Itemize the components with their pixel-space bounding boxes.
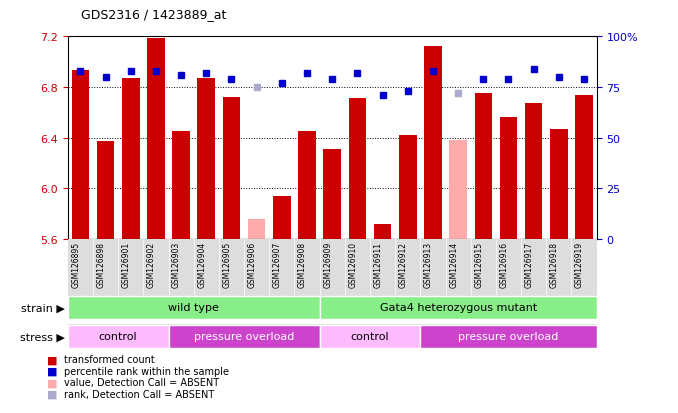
Bar <box>420 325 597 348</box>
Text: GSM126908: GSM126908 <box>298 242 307 287</box>
Text: GSM126916: GSM126916 <box>500 242 508 287</box>
Bar <box>68 325 169 348</box>
Text: GSM126910: GSM126910 <box>348 242 357 287</box>
Text: GSM126913: GSM126913 <box>424 242 433 287</box>
Bar <box>169 325 319 348</box>
Text: GSM126918: GSM126918 <box>550 242 559 287</box>
Bar <box>475 94 492 240</box>
Text: GSM126904: GSM126904 <box>197 242 206 287</box>
Text: ■: ■ <box>47 354 58 364</box>
Bar <box>550 130 567 240</box>
Text: GSM126911: GSM126911 <box>374 242 382 287</box>
Text: stress ▶: stress ▶ <box>20 332 64 342</box>
Bar <box>374 224 391 240</box>
Text: strain ▶: strain ▶ <box>20 303 64 313</box>
Bar <box>197 79 215 240</box>
Bar <box>122 79 140 240</box>
Text: GSM126919: GSM126919 <box>575 242 584 287</box>
Text: GSM126903: GSM126903 <box>172 242 181 287</box>
Text: GSM126898: GSM126898 <box>96 242 106 287</box>
Bar <box>97 142 115 240</box>
Text: value, Detection Call = ABSENT: value, Detection Call = ABSENT <box>64 377 220 387</box>
Bar <box>222 98 240 240</box>
Text: GSM126914: GSM126914 <box>449 242 458 287</box>
Text: ■: ■ <box>47 377 58 387</box>
Text: transformed count: transformed count <box>64 354 155 364</box>
Text: GSM126912: GSM126912 <box>399 242 407 287</box>
Text: GSM126905: GSM126905 <box>222 242 231 287</box>
Bar <box>72 71 89 240</box>
Bar <box>147 38 165 240</box>
Text: pressure overload: pressure overload <box>458 332 559 342</box>
Bar <box>273 197 291 240</box>
Bar <box>172 132 190 240</box>
Bar <box>298 132 316 240</box>
Text: GSM126915: GSM126915 <box>475 242 483 287</box>
Bar <box>424 47 442 240</box>
Text: GSM126917: GSM126917 <box>525 242 534 287</box>
Bar <box>500 118 517 240</box>
Bar <box>319 297 597 319</box>
Bar <box>525 104 542 240</box>
Bar <box>68 297 319 319</box>
Bar <box>348 99 366 240</box>
Text: GDS2316 / 1423889_at: GDS2316 / 1423889_at <box>81 8 226 21</box>
Text: GSM126902: GSM126902 <box>147 242 156 287</box>
Text: ■: ■ <box>47 366 58 376</box>
Bar <box>248 219 266 240</box>
Text: ■: ■ <box>47 389 58 399</box>
Bar <box>575 95 593 240</box>
Text: GSM126907: GSM126907 <box>273 242 282 287</box>
Text: GSM126906: GSM126906 <box>247 242 257 287</box>
Text: GSM126895: GSM126895 <box>71 242 81 287</box>
Text: percentile rank within the sample: percentile rank within the sample <box>64 366 229 376</box>
Text: rank, Detection Call = ABSENT: rank, Detection Call = ABSENT <box>64 389 215 399</box>
Text: GSM126909: GSM126909 <box>323 242 332 287</box>
Text: GSM126901: GSM126901 <box>122 242 131 287</box>
Text: control: control <box>99 332 138 342</box>
Text: wild type: wild type <box>168 303 219 313</box>
Bar <box>450 141 467 240</box>
Text: control: control <box>351 332 389 342</box>
Text: Gata4 heterozygous mutant: Gata4 heterozygous mutant <box>380 303 537 313</box>
Text: pressure overload: pressure overload <box>194 332 294 342</box>
Bar <box>399 136 416 240</box>
Bar <box>319 325 420 348</box>
Bar <box>323 150 341 240</box>
